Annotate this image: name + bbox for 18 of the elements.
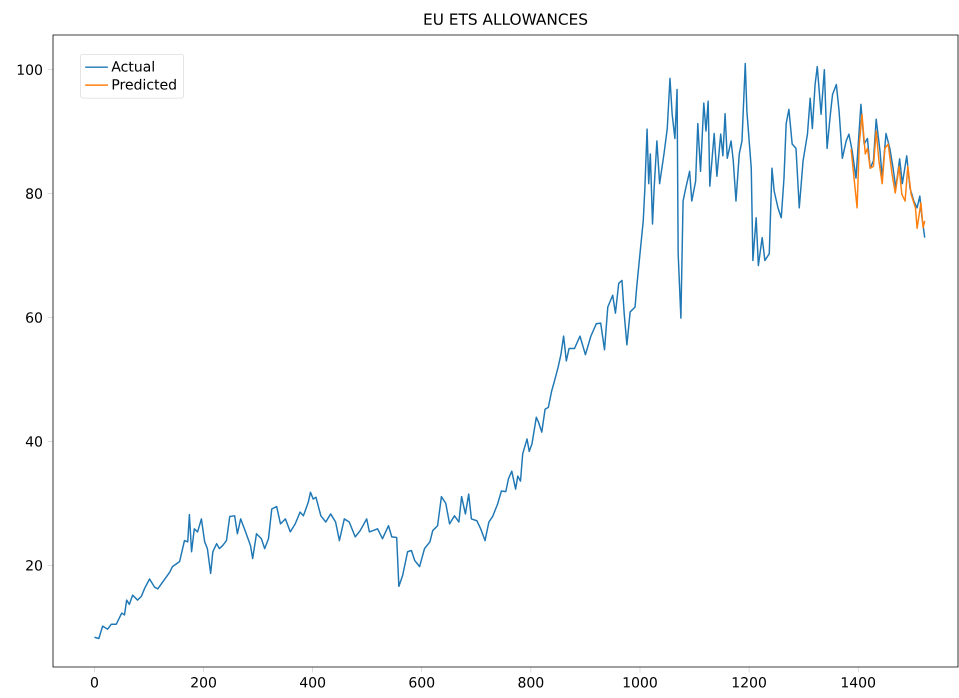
y-tick-label: 80: [26, 188, 42, 199]
x-tick-label: 400: [300, 677, 326, 688]
x-tick-label: 800: [518, 677, 544, 688]
y-tick-label: 20: [26, 560, 42, 571]
legend-label: Actual: [111, 60, 154, 72]
y-tick-label: 40: [26, 436, 42, 447]
x-tick-label: 1000: [624, 677, 657, 688]
line-series: [94, 62, 926, 640]
legend-label: Predicted: [112, 78, 176, 90]
chart-title: EU ETS ALLOWANCES: [424, 13, 588, 25]
x-tick-label: 1400: [842, 677, 876, 688]
x-tick-label: 200: [191, 677, 216, 688]
line-series: [850, 114, 926, 230]
y-tick-label: 60: [26, 312, 42, 323]
x-tick-label: 600: [409, 677, 434, 688]
x-tick-label: 1200: [732, 677, 766, 688]
y-tick-label: 100: [18, 64, 42, 75]
x-tick-label: 0: [90, 677, 98, 688]
